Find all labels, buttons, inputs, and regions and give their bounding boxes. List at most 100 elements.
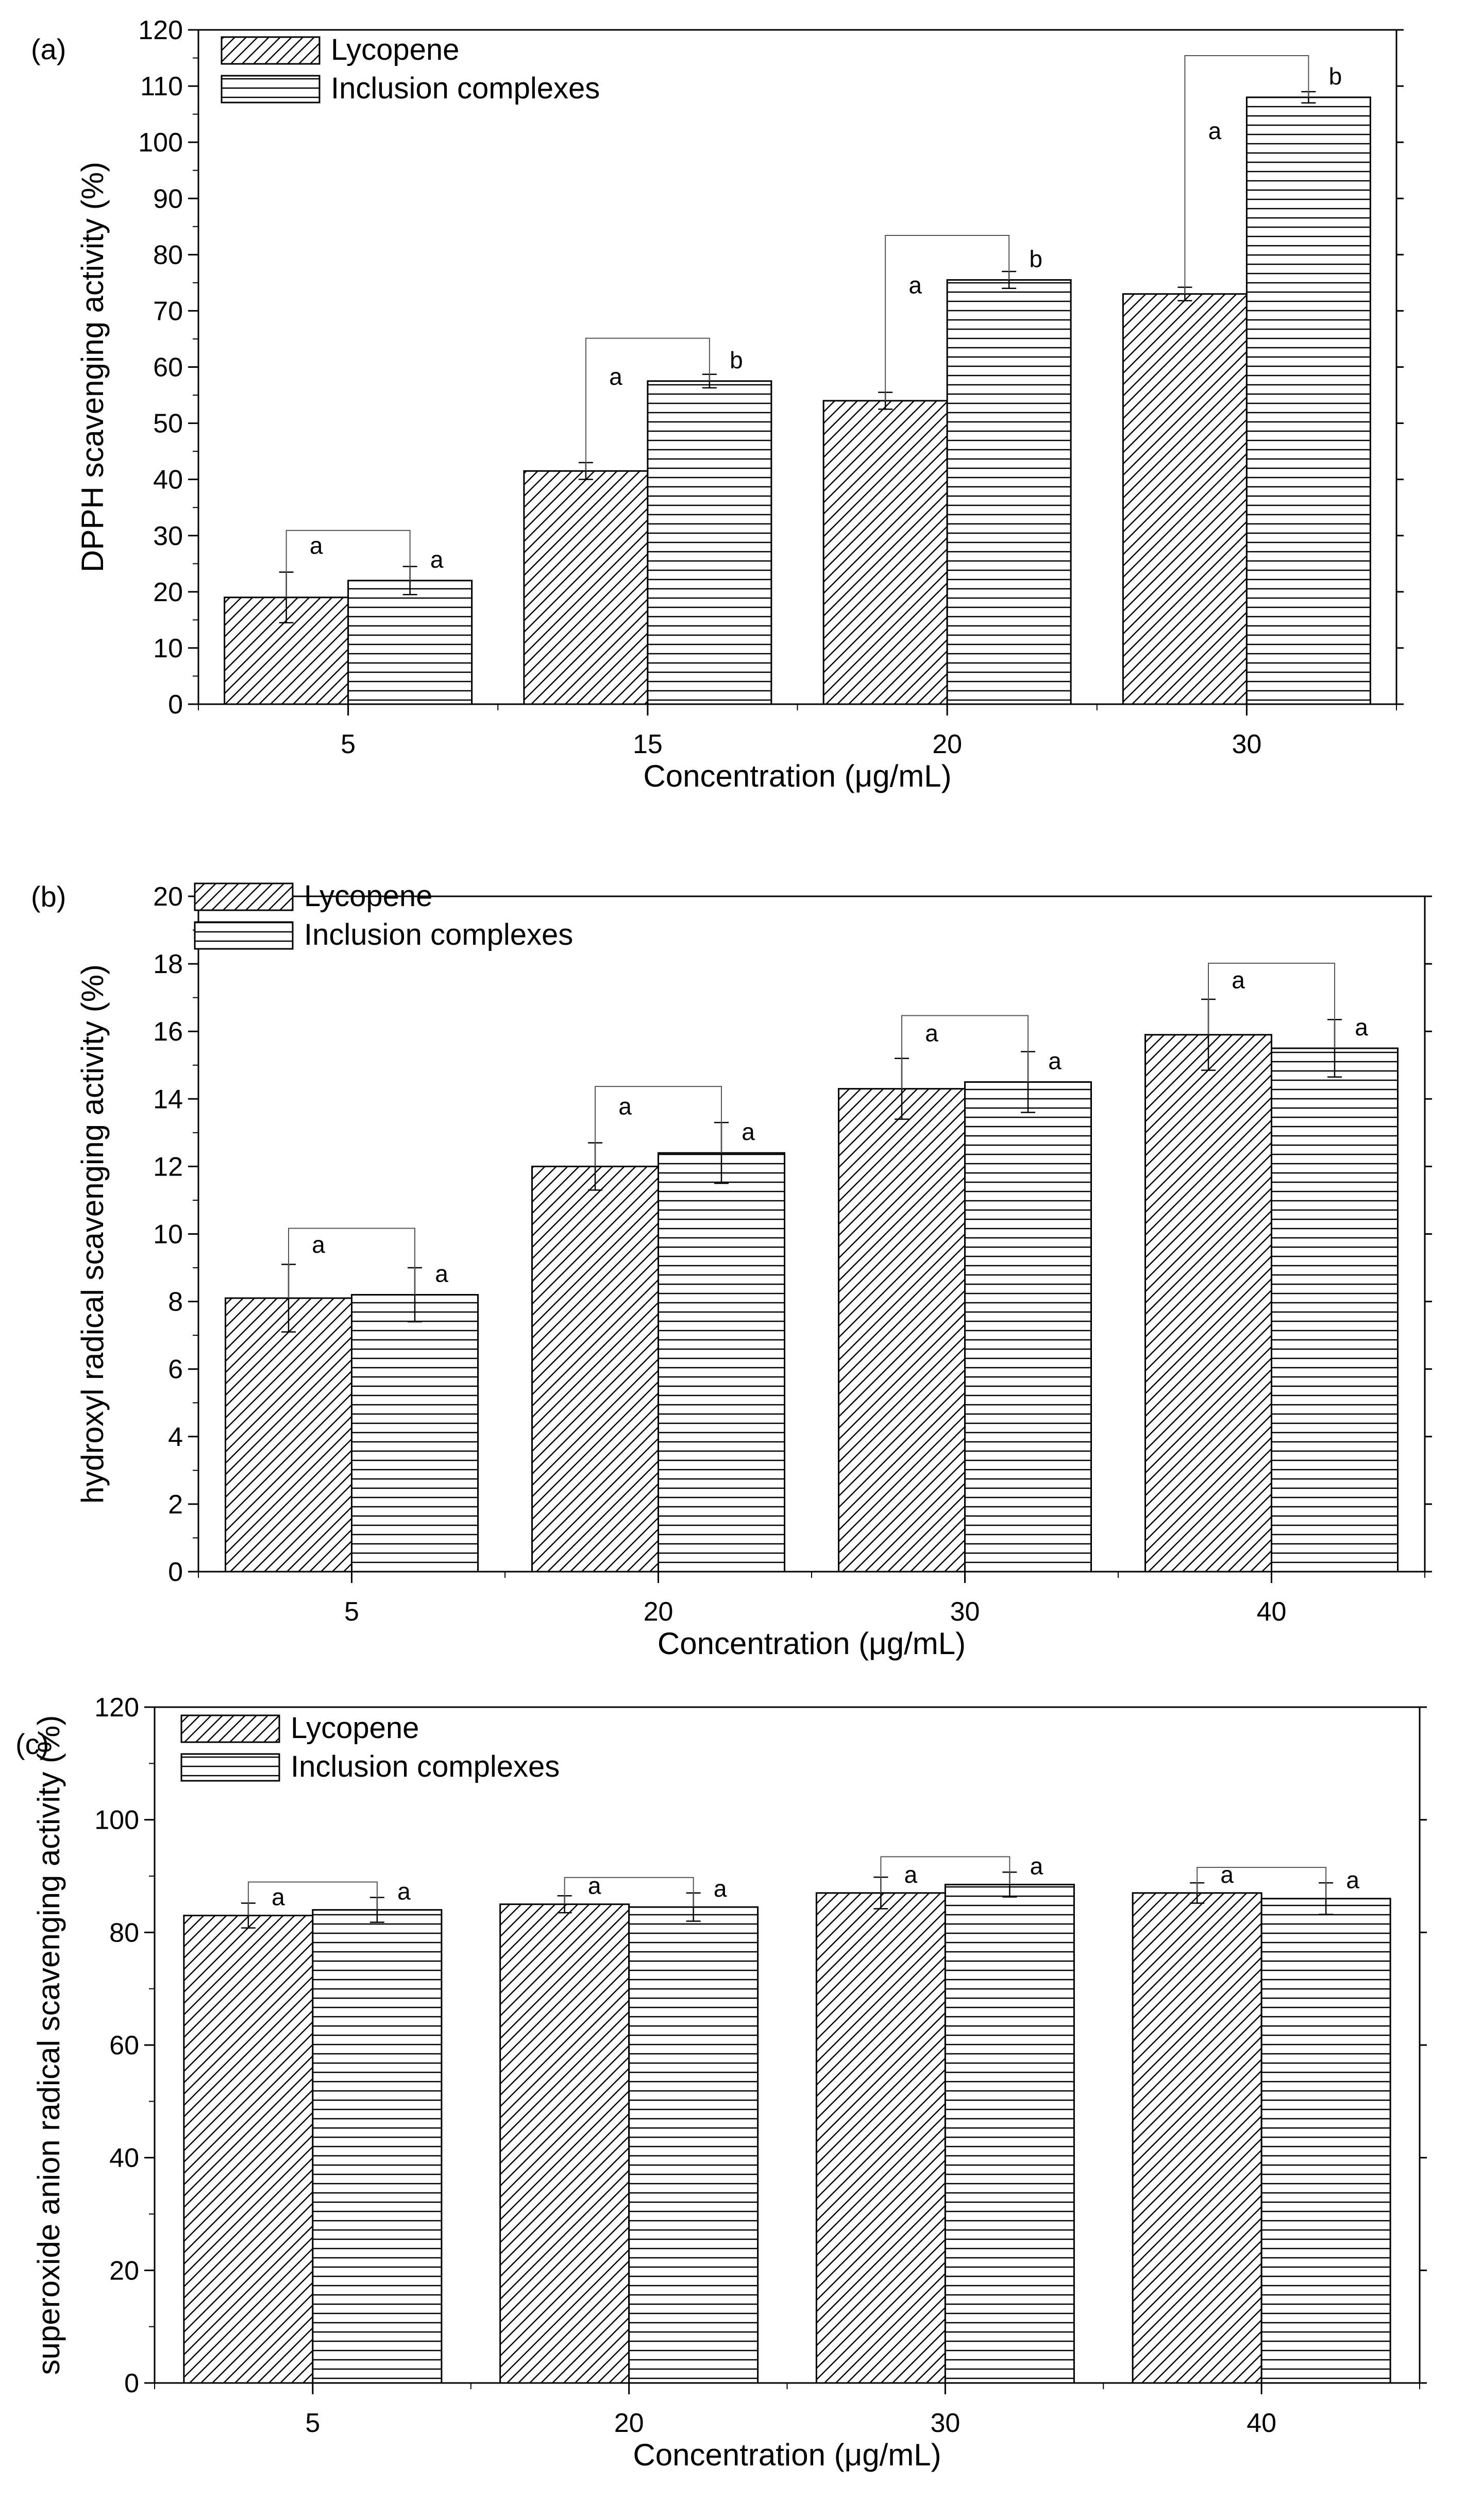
bar-inclusion-complexes bbox=[351, 1293, 479, 1573]
legend-label: Lycopene bbox=[304, 879, 432, 913]
y-axis-title: hydroxyl radical scavenging activity (%) bbox=[75, 964, 110, 1504]
x-tick-label: 5 bbox=[305, 2408, 320, 2438]
y-tick-label: 20 bbox=[153, 577, 183, 607]
y-tick-label: 0 bbox=[124, 2369, 139, 2398]
y-tick-label: 12 bbox=[153, 1152, 183, 1182]
significance-letter: b bbox=[1329, 63, 1342, 90]
bar-lycopene bbox=[1122, 293, 1248, 705]
significance-letter: a bbox=[310, 532, 323, 559]
y-axis-title: superoxide anion radical scavenging acti… bbox=[31, 1715, 66, 2375]
bar-lycopene bbox=[225, 1297, 352, 1573]
y-tick-label: 90 bbox=[153, 184, 183, 214]
y-tick-label: 4 bbox=[168, 1422, 183, 1452]
significance-letter: a bbox=[272, 1884, 285, 1911]
significance-letter: a bbox=[1220, 1861, 1234, 1888]
significance-bracket bbox=[901, 1015, 1029, 1089]
x-axis-title: Concentration (μg/mL) bbox=[633, 2438, 941, 2472]
significance-letter: a bbox=[1355, 1014, 1368, 1041]
y-tick-label: 6 bbox=[168, 1355, 183, 1385]
significance-letter: a bbox=[1232, 967, 1245, 994]
legend-label: Lycopene bbox=[331, 33, 459, 66]
x-tick-label: 30 bbox=[930, 2408, 960, 2438]
y-tick-label: 20 bbox=[109, 2256, 139, 2286]
y-tick-label: 0 bbox=[168, 690, 183, 720]
bar-inclusion-complexes bbox=[1271, 1047, 1399, 1573]
legend-swatch-inclusion-complexes bbox=[221, 75, 321, 104]
y-tick-label: 0 bbox=[168, 1557, 183, 1587]
significance-bracket bbox=[880, 1856, 1011, 1893]
y-tick-label: 100 bbox=[94, 1806, 139, 1835]
y-tick-label: 10 bbox=[153, 1220, 183, 1250]
y-tick-label: 50 bbox=[153, 409, 183, 439]
y-tick-label: 10 bbox=[153, 634, 183, 663]
significance-letter: a bbox=[925, 1019, 938, 1046]
x-tick-label: 20 bbox=[644, 1597, 673, 1627]
y-tick-label: 18 bbox=[153, 949, 183, 979]
x-tick-label: 15 bbox=[633, 729, 663, 759]
x-tick-label: 20 bbox=[932, 729, 962, 759]
significance-bracket bbox=[288, 1228, 415, 1299]
chart-panel-2: 0 20 40 60 80 100 120 5 a a 20 a a 30 a a 40 a a Concentrat… bbox=[15, 1693, 1427, 2472]
significance-letter: a bbox=[742, 1118, 755, 1145]
legend-swatch-lycopene bbox=[221, 36, 321, 65]
significance-letter: a bbox=[1048, 1048, 1062, 1075]
bar-inclusion-complexes bbox=[347, 580, 473, 705]
bar-inclusion-complexes bbox=[312, 1909, 443, 2384]
significance-letter: a bbox=[430, 546, 444, 573]
legend-swatch-inclusion-complexes bbox=[180, 1753, 280, 1782]
bar-inclusion-complexes bbox=[1245, 96, 1371, 705]
y-tick-label: 120 bbox=[138, 15, 183, 45]
y-tick-label: 60 bbox=[109, 2031, 139, 2061]
x-tick-label: 40 bbox=[1247, 2408, 1276, 2438]
significance-bracket bbox=[1197, 1867, 1327, 1899]
bar-lycopene bbox=[499, 1903, 630, 2384]
x-tick-label: 20 bbox=[614, 2408, 644, 2438]
significance-bracket bbox=[564, 1877, 694, 1908]
bar-lycopene bbox=[183, 1915, 314, 2384]
legend-swatch-lycopene bbox=[180, 1714, 280, 1743]
panel-label: (a) bbox=[31, 33, 66, 65]
significance-letter: a bbox=[609, 363, 622, 390]
legend-swatch-lycopene bbox=[194, 882, 294, 911]
y-tick-label: 2 bbox=[168, 1490, 183, 1520]
bar-lycopene bbox=[1144, 1034, 1272, 1573]
bar-lycopene bbox=[838, 1088, 966, 1573]
y-tick-label: 8 bbox=[168, 1287, 183, 1317]
bar-lycopene bbox=[815, 1892, 946, 2384]
significance-letter: a bbox=[312, 1231, 325, 1258]
significance-letter: a bbox=[618, 1093, 632, 1120]
chart-panel-1: 0 2 4 6 8 10 12 14 16 18 20 5 a a 20 a a 30 a a 40 a a Concentr… bbox=[31, 879, 1432, 1661]
significance-letter: b bbox=[730, 347, 743, 373]
bar-lycopene bbox=[1132, 1892, 1262, 2384]
significance-bracket bbox=[247, 1881, 378, 1916]
bar-lycopene bbox=[531, 1165, 659, 1573]
significance-letter: a bbox=[1030, 1852, 1043, 1879]
significance-bracket bbox=[1184, 55, 1309, 294]
significance-letter: b bbox=[1029, 245, 1042, 272]
y-tick-label: 16 bbox=[153, 1017, 183, 1047]
significance-letter: a bbox=[908, 271, 922, 298]
y-tick-label: 40 bbox=[153, 465, 183, 495]
y-tick-label: 14 bbox=[153, 1084, 183, 1114]
legend-label: Inclusion complexes bbox=[291, 1750, 560, 1783]
significance-letter: a bbox=[588, 1872, 601, 1899]
y-tick-label: 80 bbox=[109, 1918, 139, 1948]
x-tick-label: 5 bbox=[341, 729, 356, 759]
y-axis-title: DPPH scavenging activity (%) bbox=[75, 162, 110, 572]
y-tick-label: 20 bbox=[153, 882, 183, 912]
significance-letter: a bbox=[1346, 1867, 1359, 1894]
panel-label: (b) bbox=[31, 880, 66, 913]
x-tick-label: 30 bbox=[1232, 729, 1261, 759]
bar-inclusion-complexes bbox=[944, 1883, 1075, 2384]
significance-bracket bbox=[1208, 962, 1335, 1048]
y-tick-label: 70 bbox=[153, 296, 183, 326]
legend-swatch-inclusion-complexes bbox=[194, 921, 294, 950]
x-tick-label: 40 bbox=[1257, 1597, 1287, 1627]
x-tick-label: 5 bbox=[344, 1597, 359, 1627]
y-tick-label: 80 bbox=[153, 240, 183, 270]
significance-letter: a bbox=[397, 1878, 411, 1905]
significance-bracket bbox=[595, 1086, 722, 1167]
y-tick-label: 100 bbox=[138, 128, 183, 158]
significance-letter: a bbox=[435, 1260, 448, 1287]
